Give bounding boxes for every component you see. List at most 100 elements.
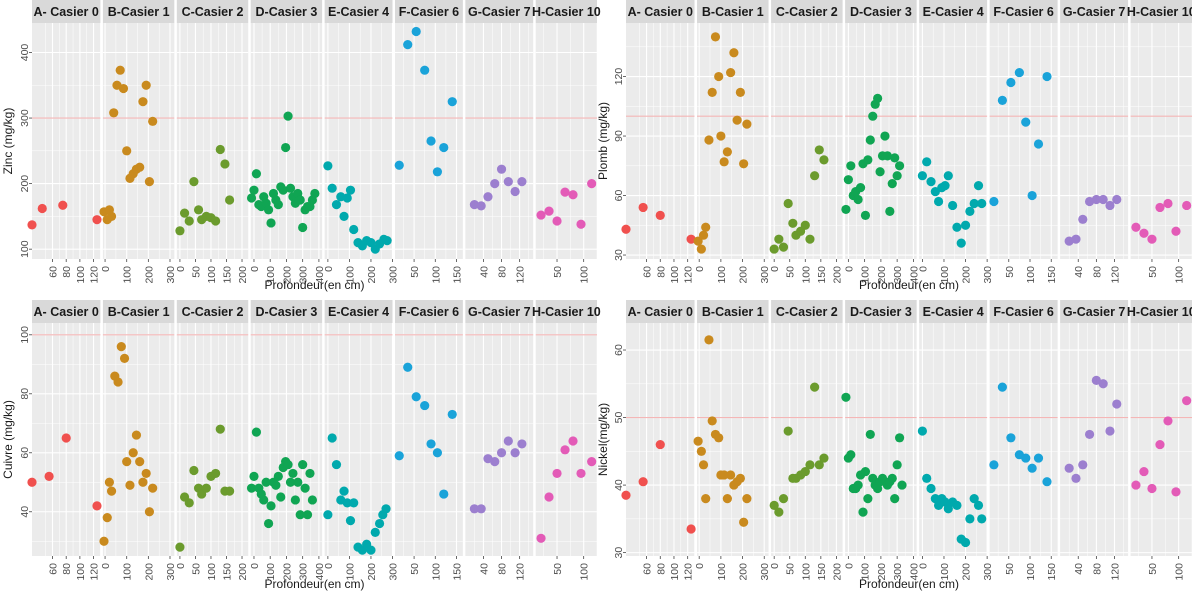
facet-strip (989, 300, 1058, 323)
data-point (805, 234, 815, 244)
data-point (1139, 466, 1149, 477)
facet-strip (32, 0, 101, 23)
data-point (704, 335, 714, 345)
data-point (403, 362, 413, 372)
data-point (805, 460, 815, 470)
y-axis-label: Zinc (mg/kg) (1, 108, 15, 175)
data-point (1014, 67, 1024, 78)
facet-strip (250, 300, 323, 323)
facet-strip (176, 0, 249, 23)
data-point (220, 159, 230, 169)
data-point (621, 490, 631, 500)
facet-strip-label: D-Casier 3 (256, 305, 318, 319)
x-tick-label: 50 (785, 266, 797, 278)
x-tick-label: 150 (451, 266, 463, 284)
panel-background (1130, 23, 1192, 259)
data-point (698, 460, 709, 470)
data-point (552, 216, 562, 226)
data-point (621, 224, 631, 234)
data-point (841, 392, 851, 402)
facet-strip (535, 300, 597, 323)
data-point (933, 196, 944, 207)
facet-strip-label: H-Casier 10 (532, 305, 601, 319)
data-point (1071, 234, 1081, 244)
data-point (1105, 426, 1115, 436)
facet-strip-label: C-Casier 2 (776, 5, 838, 19)
data-point (800, 466, 810, 477)
facet-strip (535, 0, 597, 23)
y-tick-label: 60 (19, 447, 31, 459)
x-tick-label: 50 (1004, 563, 1016, 575)
data-point (892, 171, 902, 181)
y-tick-label: 120 (613, 68, 625, 86)
facet-strip-label: B-Casier 1 (108, 305, 170, 319)
data-point (175, 542, 185, 552)
y-tick-label: 40 (19, 506, 31, 518)
data-point (716, 131, 726, 141)
x-tick-label: 100 (939, 563, 951, 581)
data-point (860, 210, 871, 220)
data-point (887, 473, 897, 483)
data-point (1155, 439, 1165, 450)
data-point (285, 477, 296, 487)
x-tick-label: 50 (190, 266, 202, 278)
data-point (447, 97, 457, 107)
x-tick-label: 50 (552, 266, 564, 278)
data-point (323, 161, 333, 171)
x-tick-label: 100 (579, 266, 591, 284)
data-point (476, 504, 486, 514)
data-point (44, 471, 54, 481)
data-point (366, 238, 376, 248)
x-tick-label: 300 (759, 563, 771, 581)
data-point (1091, 194, 1101, 205)
facet-panel: B-Casier 1 0 100 200 300 (693, 0, 771, 284)
data-point (370, 527, 380, 538)
data-point (439, 489, 449, 499)
data-point (735, 87, 745, 98)
data-point (1084, 429, 1095, 440)
data-point (1006, 77, 1016, 88)
x-tick-label: 100 (1025, 563, 1037, 581)
y-tick-label: 60 (613, 190, 625, 202)
x-axis-label: Profondeur(en cm) (264, 577, 364, 591)
data-point (873, 93, 883, 103)
data-point (778, 493, 789, 504)
facet-panel: B-Casier 1 0 100 200 300 (693, 300, 771, 581)
facet-strip (771, 300, 843, 323)
data-point (175, 226, 185, 236)
facet-panel: F-Casier 6 50 100 150 (989, 300, 1058, 581)
data-point (696, 446, 706, 456)
facet-strip-label: F-Casier 6 (993, 305, 1053, 319)
data-point (273, 471, 283, 481)
data-point (719, 157, 729, 167)
data-point (536, 210, 546, 220)
x-tick-label: 120 (89, 266, 101, 284)
data-point (1112, 399, 1122, 409)
x-tick-label: 0 (769, 266, 781, 272)
data-point (131, 430, 142, 440)
facet-panel: F-Casier 6 50 100 150 (394, 300, 463, 581)
x-tick-label: 60 (48, 563, 60, 575)
data-point (179, 208, 190, 218)
data-point (865, 429, 875, 440)
x-tick-label: 80 (61, 563, 73, 575)
facet-strip (1130, 300, 1192, 323)
data-point (261, 477, 271, 487)
x-tick-label: 120 (683, 563, 695, 581)
facet-panel: D-Casier 3 0 100 200 300 400 (246, 0, 326, 284)
facet-strip-label: B-Casier 1 (702, 305, 764, 319)
x-tick-label: 120 (683, 266, 695, 284)
panel-background (1060, 323, 1129, 556)
x-tick-label: 200 (831, 563, 843, 581)
data-point (345, 516, 356, 526)
data-point (339, 486, 349, 496)
data-point (490, 457, 500, 467)
x-tick-label: 60 (642, 563, 654, 575)
panel-background (989, 323, 1058, 556)
data-point (483, 192, 493, 202)
data-point (943, 171, 953, 181)
x-tick-label: 60 (48, 266, 60, 278)
data-point (106, 211, 117, 221)
x-tick-label: 120 (1110, 563, 1122, 581)
data-point (814, 460, 824, 470)
